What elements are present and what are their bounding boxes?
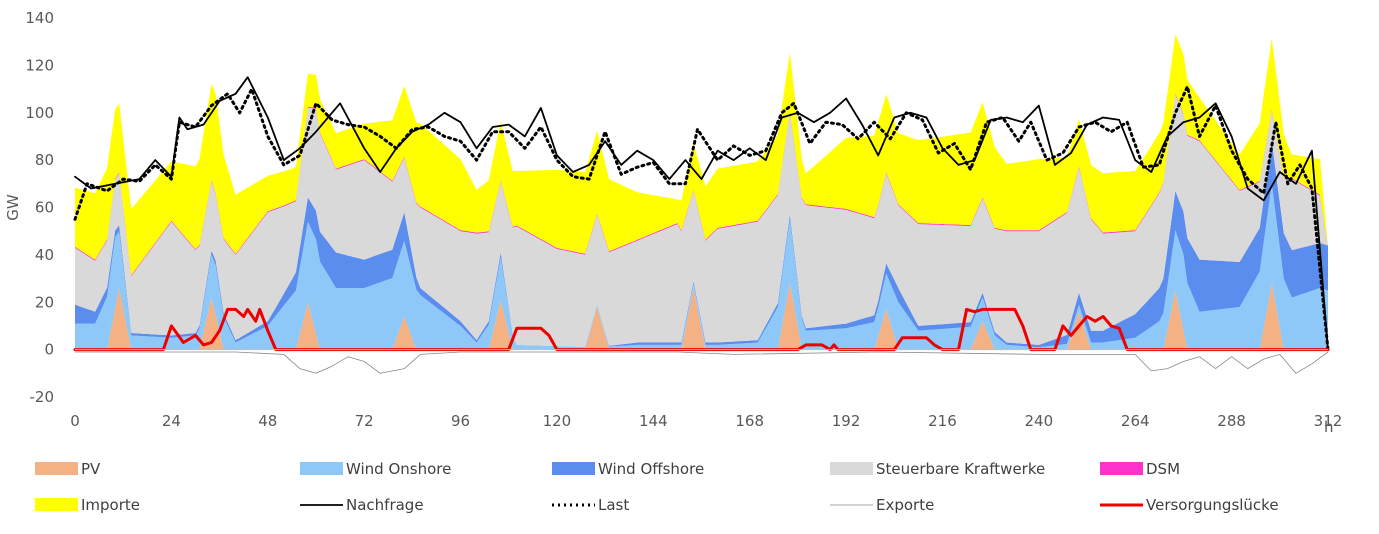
legend-item-versorgungsluecke: Versorgungslücke	[1100, 496, 1279, 514]
legend-swatch	[35, 462, 78, 475]
legend-label: Wind Offshore	[598, 460, 704, 478]
legend-label: Wind Onshore	[346, 460, 451, 478]
line-versorgungsluecke	[73, 307, 1330, 352]
y-axis-ticks: -20 0 20 40 60 80 100 120 140	[25, 9, 54, 406]
y-tick-label: 0	[44, 341, 54, 359]
legend-swatch	[830, 462, 873, 475]
area-wind-offshore	[75, 141, 1328, 348]
x-tick-label: 240	[1025, 412, 1054, 430]
y-tick-label: 40	[35, 246, 54, 264]
legend-item-dsm: DSM	[1100, 460, 1180, 478]
legend-label: Steuerbare Kraftwerke	[876, 460, 1045, 478]
area-importe	[75, 34, 1328, 276]
legend-label: PV	[81, 460, 101, 478]
area-steuerbare-kraftwerke	[75, 94, 1328, 347]
x-tick-label: 120	[543, 412, 572, 430]
x-tick-label: 72	[355, 412, 374, 430]
y-tick-label: 80	[35, 151, 54, 169]
area-pv	[75, 283, 1328, 350]
legend-label: Importe	[81, 496, 140, 514]
legend-label: Exporte	[876, 496, 934, 514]
legend: PV Wind Onshore Wind Offshore Steuerbare Kr…	[35, 460, 1279, 514]
legend-item-importe: Importe	[35, 496, 140, 514]
x-tick-label: 264	[1121, 412, 1150, 430]
legend-item-steuerbare-kraftwerke: Steuerbare Kraftwerke	[830, 460, 1045, 478]
y-tick-label: 120	[25, 56, 54, 74]
x-tick-label: 288	[1217, 412, 1246, 430]
y-tick-label: 140	[25, 9, 54, 27]
x-tick-label: 144	[639, 412, 668, 430]
x-tick-label: 48	[258, 412, 277, 430]
stacked-areas	[75, 34, 1328, 350]
x-tick-label: 192	[832, 412, 861, 430]
line-last	[73, 85, 1330, 352]
legend-label: Nachfrage	[346, 496, 424, 514]
legend-label: DSM	[1146, 460, 1180, 478]
area-dsm	[75, 93, 1328, 277]
legend-swatch	[552, 462, 595, 475]
line-exporte	[74, 351, 1329, 374]
x-tick-label: 312	[1314, 412, 1343, 430]
x-tick-label: 216	[928, 412, 957, 430]
legend-item-wind-onshore: Wind Onshore	[300, 460, 451, 478]
x-tick-label: 24	[162, 412, 181, 430]
line-nachfrage	[74, 76, 1329, 351]
legend-label: Versorgungslücke	[1146, 496, 1279, 514]
y-tick-label: -20	[30, 388, 55, 406]
legend-item-last: Last	[552, 496, 629, 514]
x-tick-label: 96	[451, 412, 470, 430]
legend-item-pv: PV	[35, 460, 101, 478]
y-tick-label: 100	[25, 104, 54, 122]
legend-swatch	[35, 498, 78, 511]
x-tick-label: 168	[735, 412, 764, 430]
legend-swatch	[1100, 462, 1143, 475]
y-tick-label: 20	[35, 293, 54, 311]
line-series	[73, 76, 1330, 374]
x-axis-label: h	[1324, 418, 1334, 436]
y-axis-label: GW	[4, 194, 22, 221]
legend-label: Last	[598, 496, 629, 514]
legend-item-nachfrage: Nachfrage	[300, 496, 424, 514]
legend-swatch	[300, 462, 343, 475]
legend-item-exporte: Exporte	[830, 496, 934, 514]
x-axis-ticks: 0 24 48 72 96 120 144 168 192 216 240 264 288 312	[70, 412, 1342, 430]
y-tick-label: 60	[35, 199, 54, 217]
x-tick-label: 0	[70, 412, 80, 430]
area-wind-onshore	[75, 183, 1328, 350]
legend-item-wind-offshore: Wind Offshore	[552, 460, 704, 478]
